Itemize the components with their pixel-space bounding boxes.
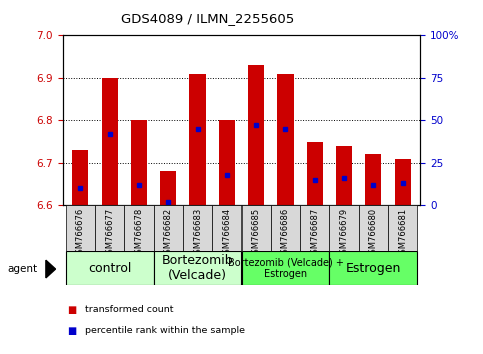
Bar xyxy=(160,171,176,205)
Bar xyxy=(248,65,264,205)
Text: Estrogen: Estrogen xyxy=(346,262,401,275)
Bar xyxy=(154,205,183,251)
Bar xyxy=(219,120,235,205)
Text: percentile rank within the sample: percentile rank within the sample xyxy=(85,326,244,336)
Bar xyxy=(189,74,206,205)
Text: transformed count: transformed count xyxy=(85,305,173,314)
Text: ■: ■ xyxy=(68,305,77,315)
Bar xyxy=(66,205,95,251)
Text: Bortezomib
(Velcade): Bortezomib (Velcade) xyxy=(162,254,233,282)
Text: GSM766676: GSM766676 xyxy=(76,207,85,259)
Bar xyxy=(242,251,329,285)
Bar xyxy=(124,205,154,251)
Bar xyxy=(336,146,352,205)
Text: agent: agent xyxy=(7,264,37,274)
Bar xyxy=(395,159,411,205)
Text: GSM766677: GSM766677 xyxy=(105,207,114,259)
Bar xyxy=(277,74,294,205)
Bar xyxy=(101,78,118,205)
Bar xyxy=(154,251,242,285)
Bar xyxy=(242,205,271,251)
Text: GSM766682: GSM766682 xyxy=(164,207,173,259)
Bar xyxy=(131,120,147,205)
Text: Bortezomib (Velcade) +
Estrogen: Bortezomib (Velcade) + Estrogen xyxy=(227,257,343,279)
Text: GDS4089 / ILMN_2255605: GDS4089 / ILMN_2255605 xyxy=(121,12,294,25)
Bar xyxy=(388,205,417,251)
Bar xyxy=(365,154,382,205)
Text: GSM766687: GSM766687 xyxy=(310,207,319,259)
Bar xyxy=(95,205,124,251)
Text: GSM766681: GSM766681 xyxy=(398,207,407,259)
Text: GSM766686: GSM766686 xyxy=(281,207,290,259)
Bar xyxy=(212,205,242,251)
Text: GSM766678: GSM766678 xyxy=(134,207,143,259)
Bar xyxy=(307,142,323,205)
Bar xyxy=(329,251,417,285)
Text: ■: ■ xyxy=(68,326,77,336)
Bar xyxy=(66,251,154,285)
Text: GSM766679: GSM766679 xyxy=(340,207,349,259)
Bar xyxy=(271,205,300,251)
Text: control: control xyxy=(88,262,131,275)
Bar xyxy=(183,205,212,251)
Text: GSM766683: GSM766683 xyxy=(193,207,202,259)
Text: GSM766680: GSM766680 xyxy=(369,207,378,259)
Text: GSM766684: GSM766684 xyxy=(222,207,231,259)
Bar xyxy=(72,150,88,205)
Bar xyxy=(359,205,388,251)
Bar xyxy=(329,205,359,251)
Bar xyxy=(300,205,329,251)
Text: GSM766685: GSM766685 xyxy=(252,207,261,259)
Polygon shape xyxy=(46,260,56,278)
